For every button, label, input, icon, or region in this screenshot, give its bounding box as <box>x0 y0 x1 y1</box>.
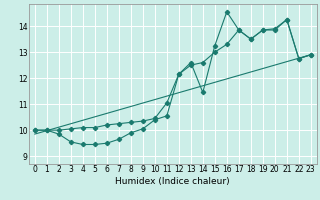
X-axis label: Humidex (Indice chaleur): Humidex (Indice chaleur) <box>116 177 230 186</box>
